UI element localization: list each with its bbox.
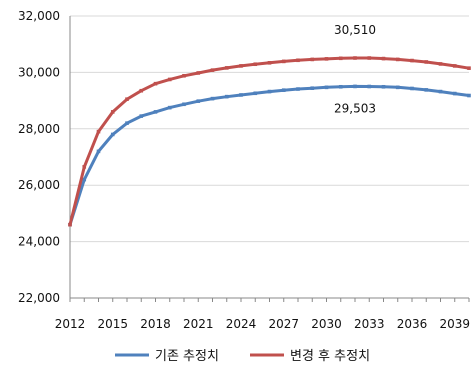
data-point-s1-2019 [167,105,172,110]
x-tick-label-8: 2036 [397,317,428,331]
data-point-s2-2013 [82,165,87,169]
data-point-s1-2026 [267,89,272,94]
data-point-s1-2032 [353,84,357,89]
data-point-s1-2036 [410,86,414,91]
data-point-s2-2014 [96,129,101,134]
data-point-s2-2027 [281,59,286,64]
data-point-s2-2029 [310,57,315,62]
data-point-s2-2018 [153,81,158,86]
annotation-label-1: 30,510 [334,23,376,37]
data-point-s1-2022 [210,96,215,101]
legend-item-2: 변경 후 추정치 [250,349,370,364]
data-point-s1-2039 [452,91,457,96]
data-point-s2-2017 [139,88,144,93]
data-point-s2-2025 [253,62,258,67]
data-point-s2-2020 [182,73,186,78]
data-point-s1-2038 [438,89,443,94]
data-point-s1-2015 [110,132,115,137]
x-tick-label-0: 2012 [55,317,86,331]
data-point-s2-2012 [68,222,72,227]
data-point-s1-2033 [367,84,372,89]
series-line-2 [68,56,470,226]
annotation-label-2: 29,503 [334,101,376,115]
axes: 22,000 24,000 26,000 28,000 30,000 32,000 2012… [18,9,470,331]
data-point-s2-2032 [353,56,357,60]
x-tick-label-4: 2024 [226,317,257,331]
y-tick-label-1: 24,000 [18,235,60,249]
data-point-s2-2033 [367,56,372,60]
data-point-s2-2015 [110,110,115,114]
y-tick-label-5: 32,000 [18,9,60,23]
y-tick-label-4: 30,000 [18,65,60,79]
x-tick-label-2: 2018 [140,317,171,331]
data-point-s2-2016 [125,97,129,101]
y-tick-label-0: 22,000 [18,291,60,305]
y-tick-label-3: 28,000 [18,122,60,136]
data-point-s1-2030 [324,85,329,90]
legend-item-1: 기존 추정치 [115,349,219,364]
data-point-s1-2017 [139,114,144,118]
legend-label-2: 변경 후 추정치 [290,349,370,364]
data-point-s1-2027 [281,88,286,92]
data-point-s1-2035 [395,85,400,90]
data-point-s1-2025 [253,91,258,96]
series-lines [68,56,471,227]
data-point-s1-2021 [196,99,201,103]
data-point-s2-2022 [210,68,215,72]
data-point-s1-2020 [182,102,186,107]
annotations: 30,510 29,503 [334,23,376,115]
data-point-s2-2037 [424,60,429,64]
legend: 기존 추정치 변경 후 추정치 [115,349,370,364]
data-point-s2-2028 [296,58,300,63]
data-point-s2-2026 [267,61,272,65]
data-point-s1-2013 [82,177,87,182]
data-point-s1-2031 [338,84,343,89]
data-point-s1-2040 [467,93,471,98]
data-point-s2-2036 [410,58,414,63]
data-point-s2-2024 [239,64,243,68]
series-line-1 [68,84,470,226]
data-point-s2-2035 [395,57,400,62]
x-tick-label-6: 2030 [311,317,342,331]
data-point-s1-2018 [153,110,158,114]
data-point-s2-2030 [324,57,329,61]
data-point-s2-2031 [338,56,343,61]
data-point-s2-2021 [196,71,201,75]
y-tick-label-2: 26,000 [18,178,60,192]
data-point-s1-2023 [224,94,229,99]
data-point-s1-2016 [125,121,129,125]
data-point-s2-2019 [167,77,172,82]
data-point-s1-2014 [96,149,101,154]
data-point-s1-2029 [310,86,315,90]
data-point-s2-2039 [452,64,457,68]
x-tick-label-3: 2021 [183,317,214,331]
x-tick-label-1: 2015 [97,317,128,331]
data-point-s1-2028 [296,87,300,91]
data-point-s2-2034 [381,56,386,61]
x-tick-label-9: 2039 [439,317,470,331]
grid [70,15,469,299]
data-point-s2-2040 [467,66,471,70]
legend-label-1: 기존 추정치 [155,349,219,364]
data-point-s2-2023 [224,66,229,70]
data-point-s1-2024 [239,93,243,97]
data-point-s2-2038 [438,62,443,66]
data-point-s1-2037 [424,88,429,92]
x-tick-label-5: 2027 [268,317,299,331]
data-point-s1-2034 [381,84,386,89]
x-tick-label-7: 2033 [354,317,385,331]
